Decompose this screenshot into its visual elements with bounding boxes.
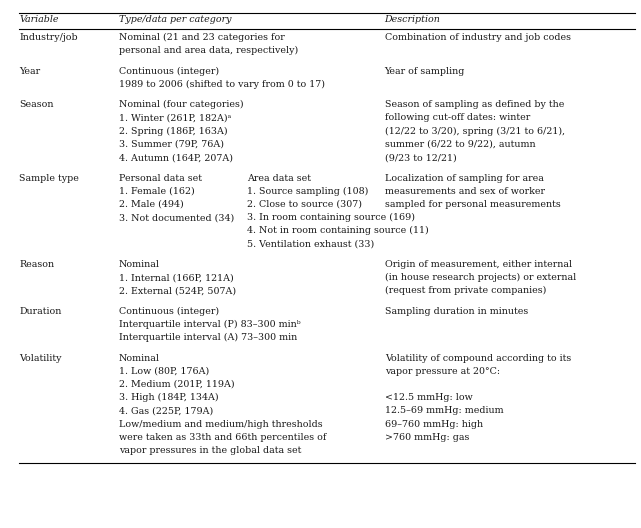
Text: Origin of measurement, either internal: Origin of measurement, either internal — [385, 260, 572, 269]
Text: Type/data per category: Type/data per category — [119, 15, 231, 24]
Text: Nominal: Nominal — [119, 354, 160, 363]
Text: following cut-off dates: winter: following cut-off dates: winter — [385, 114, 530, 122]
Text: vapor pressures in the global data set: vapor pressures in the global data set — [119, 446, 301, 455]
Text: 1. Internal (166P, 121A): 1. Internal (166P, 121A) — [119, 273, 233, 282]
Text: 3. Not documented (34): 3. Not documented (34) — [119, 213, 234, 222]
Text: Season of sampling as defined by the: Season of sampling as defined by the — [385, 100, 564, 109]
Text: Sampling duration in minutes: Sampling duration in minutes — [385, 307, 528, 316]
Text: Nominal (21 and 23 categories for: Nominal (21 and 23 categories for — [119, 33, 285, 42]
Text: 5. Ventilation exhaust (33): 5. Ventilation exhaust (33) — [247, 240, 374, 249]
Text: were taken as 33th and 66th percentiles of: were taken as 33th and 66th percentiles … — [119, 433, 326, 442]
Text: Variable: Variable — [19, 15, 59, 24]
Text: 1. Low (80P, 176A): 1. Low (80P, 176A) — [119, 367, 209, 376]
Text: 4. Not in room containing source (11): 4. Not in room containing source (11) — [247, 227, 429, 235]
Text: Continuous (integer): Continuous (integer) — [119, 307, 219, 316]
Text: Localization of sampling for area: Localization of sampling for area — [385, 174, 544, 183]
Text: Year: Year — [19, 67, 40, 76]
Text: Duration: Duration — [19, 307, 62, 316]
Text: 4. Autumn (164P, 207A): 4. Autumn (164P, 207A) — [119, 153, 233, 162]
Text: personal and area data, respectively): personal and area data, respectively) — [119, 46, 298, 55]
Text: Combination of industry and job codes: Combination of industry and job codes — [385, 33, 570, 42]
Text: Season: Season — [19, 100, 54, 109]
Text: vapor pressure at 20°C:: vapor pressure at 20°C: — [385, 367, 500, 376]
Text: summer (6/22 to 9/22), autumn: summer (6/22 to 9/22), autumn — [385, 140, 535, 149]
Text: Personal data set: Personal data set — [119, 174, 201, 183]
Text: 1. Source sampling (108): 1. Source sampling (108) — [247, 187, 368, 196]
Text: (12/22 to 3/20), spring (3/21 to 6/21),: (12/22 to 3/20), spring (3/21 to 6/21), — [385, 127, 565, 136]
Text: 4. Gas (225P, 179A): 4. Gas (225P, 179A) — [119, 407, 213, 416]
Text: (request from private companies): (request from private companies) — [385, 286, 546, 296]
Text: Sample type: Sample type — [19, 174, 79, 183]
Text: 2. Male (494): 2. Male (494) — [119, 200, 183, 209]
Text: 2. Spring (186P, 163A): 2. Spring (186P, 163A) — [119, 127, 227, 136]
Text: Reason: Reason — [19, 260, 54, 269]
Text: measurements and sex of worker: measurements and sex of worker — [385, 187, 545, 196]
Text: 2. External (524P, 507A): 2. External (524P, 507A) — [119, 286, 236, 295]
Text: Nominal (four categories): Nominal (four categories) — [119, 100, 243, 109]
Text: 12.5–69 mmHg: medium: 12.5–69 mmHg: medium — [385, 407, 503, 416]
Text: Interquartile interval (P) 83–300 minᵇ: Interquartile interval (P) 83–300 minᵇ — [119, 320, 300, 329]
Text: 3. Summer (79P, 76A): 3. Summer (79P, 76A) — [119, 140, 224, 149]
Text: Volatility: Volatility — [19, 354, 62, 363]
Text: 2. Medium (201P, 119A): 2. Medium (201P, 119A) — [119, 380, 234, 389]
Text: 3. In room containing source (169): 3. In room containing source (169) — [247, 213, 415, 222]
Text: Volatility of compound according to its: Volatility of compound according to its — [385, 354, 571, 363]
Text: Nominal: Nominal — [119, 260, 160, 269]
Text: Description: Description — [385, 15, 440, 24]
Text: 1989 to 2006 (shifted to vary from 0 to 17): 1989 to 2006 (shifted to vary from 0 to … — [119, 80, 324, 89]
Text: Low/medium and medium/high thresholds: Low/medium and medium/high thresholds — [119, 420, 322, 429]
Text: Industry/job: Industry/job — [19, 33, 78, 42]
Text: Interquartile interval (A) 73–300 min: Interquartile interval (A) 73–300 min — [119, 333, 297, 342]
Text: 1. Female (162): 1. Female (162) — [119, 187, 194, 196]
Text: 3. High (184P, 134A): 3. High (184P, 134A) — [119, 393, 218, 402]
Text: (in house research projects) or external: (in house research projects) or external — [385, 273, 576, 282]
Text: (9/23 to 12/21): (9/23 to 12/21) — [385, 153, 456, 162]
Text: sampled for personal measurements: sampled for personal measurements — [385, 200, 560, 209]
Text: Year of sampling: Year of sampling — [385, 67, 465, 76]
Text: 2. Close to source (307): 2. Close to source (307) — [247, 200, 362, 209]
Text: >760 mmHg: gas: >760 mmHg: gas — [385, 433, 469, 442]
Text: 69–760 mmHg: high: 69–760 mmHg: high — [385, 420, 483, 429]
Text: Area data set: Area data set — [247, 174, 311, 183]
Text: Continuous (integer): Continuous (integer) — [119, 67, 219, 76]
Text: <12.5 mmHg: low: <12.5 mmHg: low — [385, 393, 472, 402]
Text: 1. Winter (261P, 182A)ᵃ: 1. Winter (261P, 182A)ᵃ — [119, 114, 231, 122]
